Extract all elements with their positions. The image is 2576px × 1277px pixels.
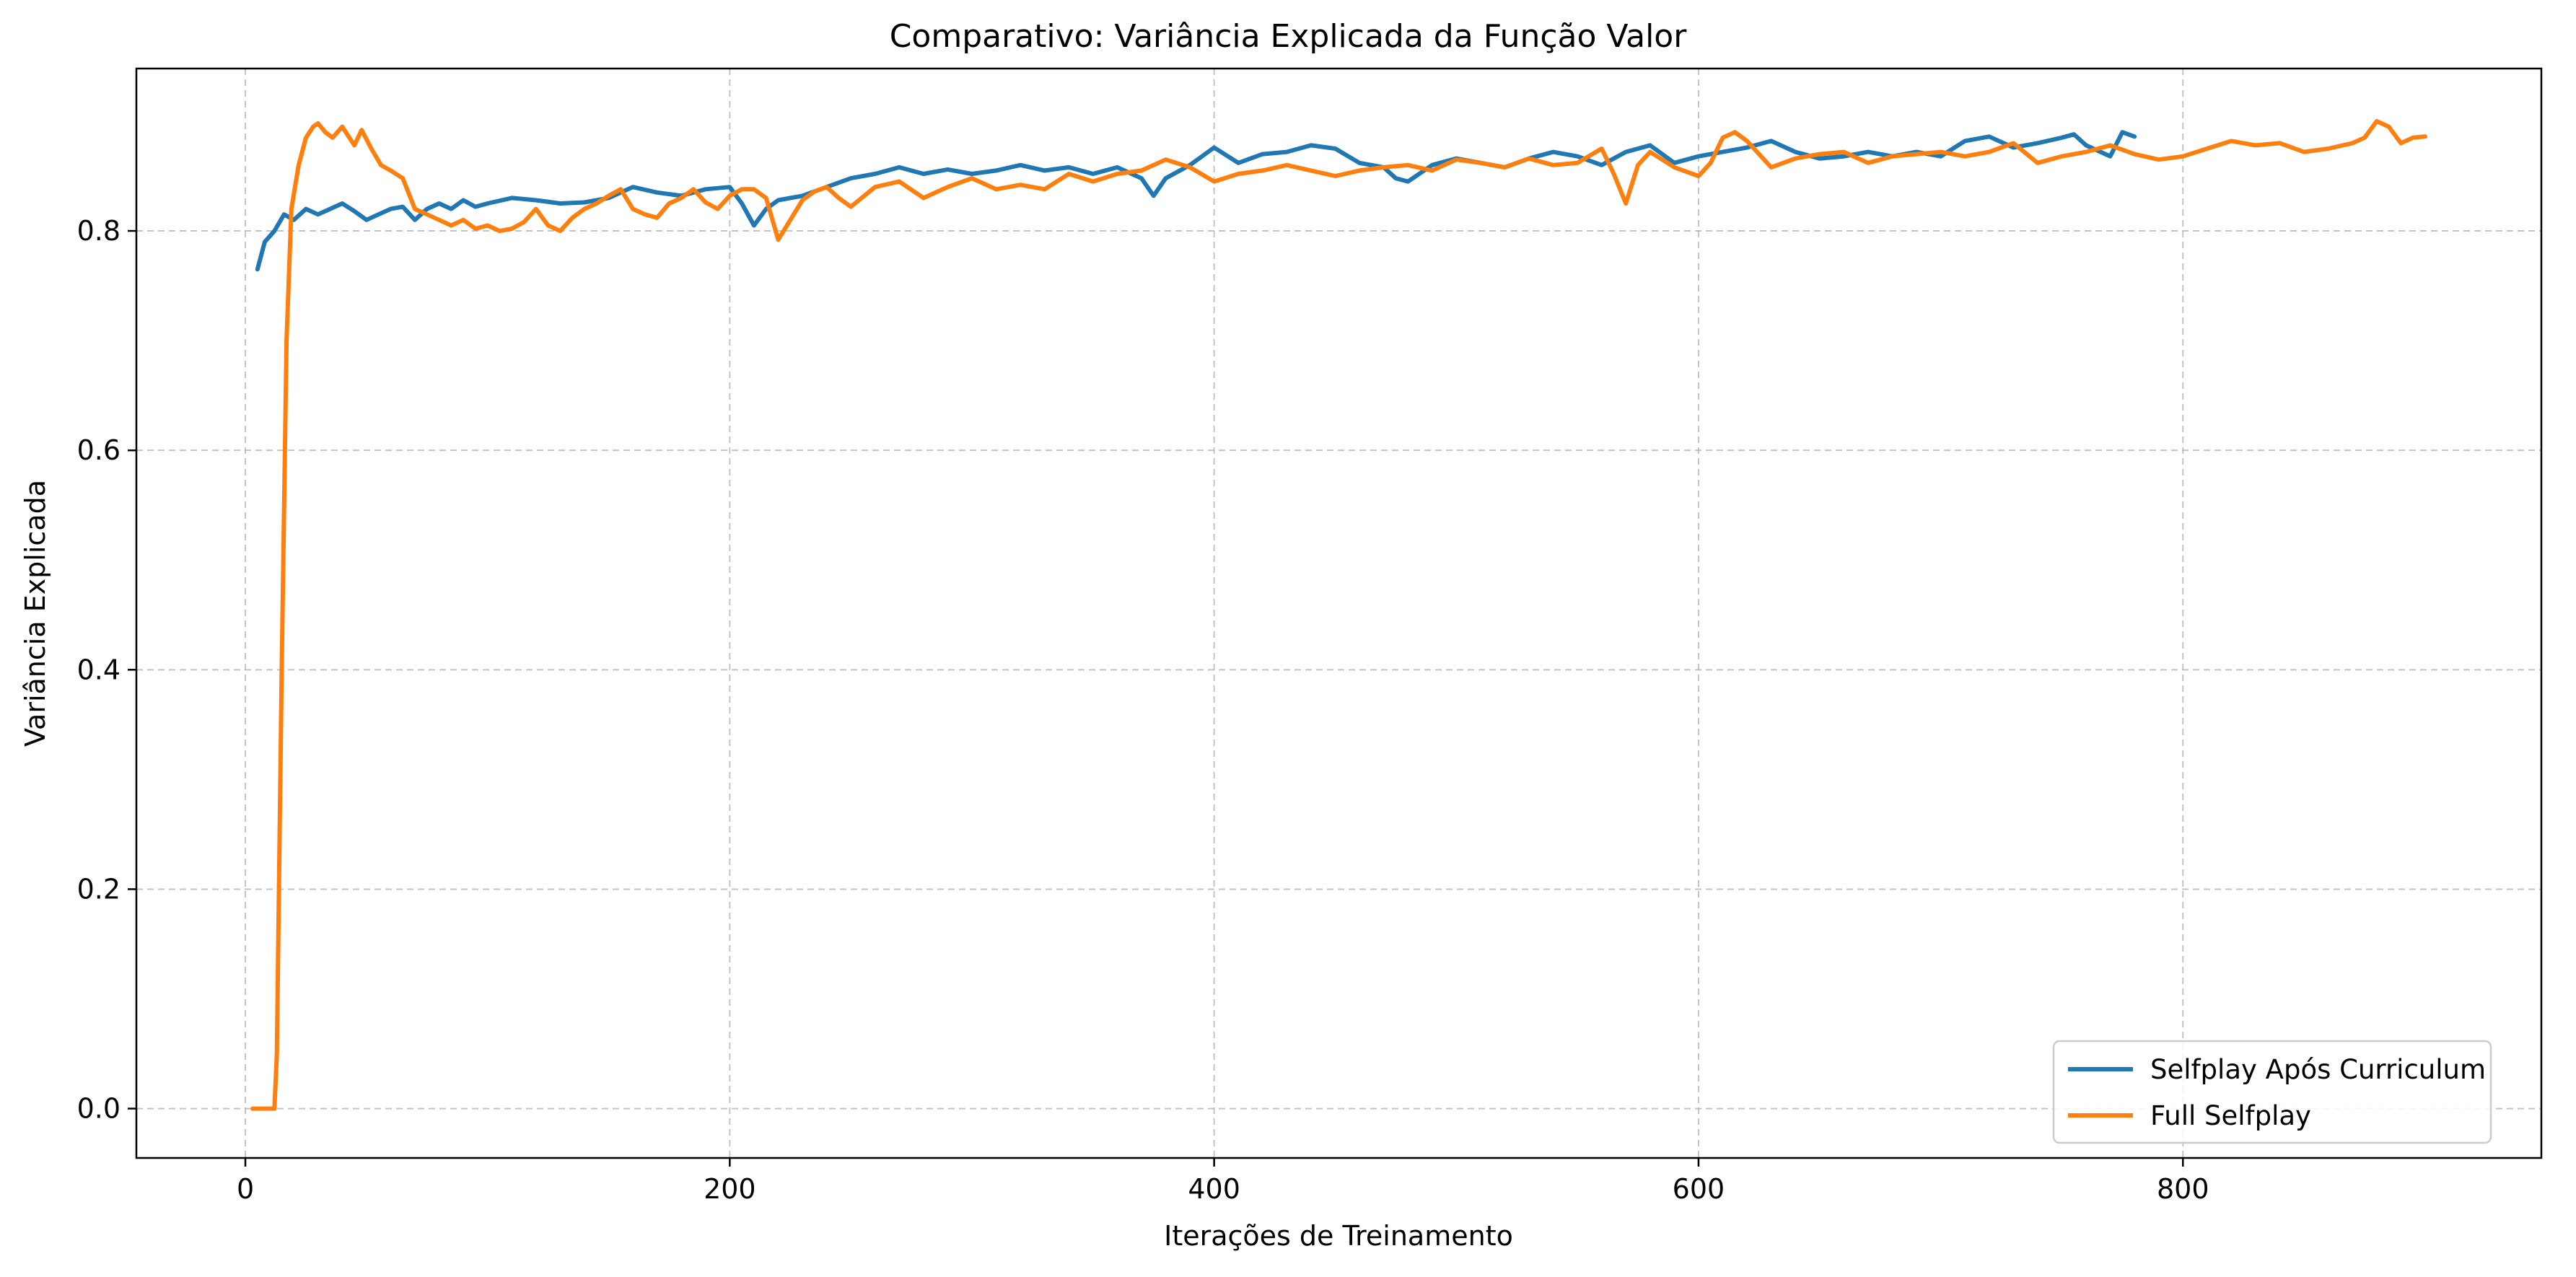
y-tick-label: 0.4 <box>77 654 121 685</box>
legend-label-selfplay-apos-curriculum: Selfplay Após Curriculum <box>2150 1054 2486 1085</box>
legend-box <box>2052 1040 2492 1144</box>
tick-layer: 0 200 400 600 800 0.0 0.2 0.4 0.6 0.8 <box>77 215 2209 1205</box>
x-tick-label: 400 <box>1188 1173 1240 1205</box>
series-layer <box>250 119 2427 1111</box>
series-line-selfplay-apos-curriculum <box>255 130 2137 272</box>
x-tick-label: 200 <box>704 1173 756 1205</box>
x-tick-label: 0 <box>237 1173 254 1205</box>
x-axis-label: Iterações de Treinamento <box>1164 1220 1513 1252</box>
legend: Selfplay Após Curriculum Full Selfplay <box>2052 1040 2492 1144</box>
legend-label-full-selfplay: Full Selfplay <box>2150 1100 2311 1131</box>
y-tick-label: 0.0 <box>77 1093 121 1125</box>
chart-title: Comparativo: Variância Explicada da Funç… <box>890 18 1688 55</box>
plot-area-frame <box>135 67 2543 1159</box>
series-line-full-selfplay <box>250 119 2427 1111</box>
y-tick-label: 0.6 <box>77 434 121 466</box>
x-tick-label: 800 <box>2157 1173 2209 1205</box>
y-tick-label: 0.2 <box>77 873 121 905</box>
y-axis-label: Variância Explicada <box>19 480 51 747</box>
x-tick-label: 600 <box>1673 1173 1725 1205</box>
y-tick-label: 0.8 <box>77 215 121 247</box>
